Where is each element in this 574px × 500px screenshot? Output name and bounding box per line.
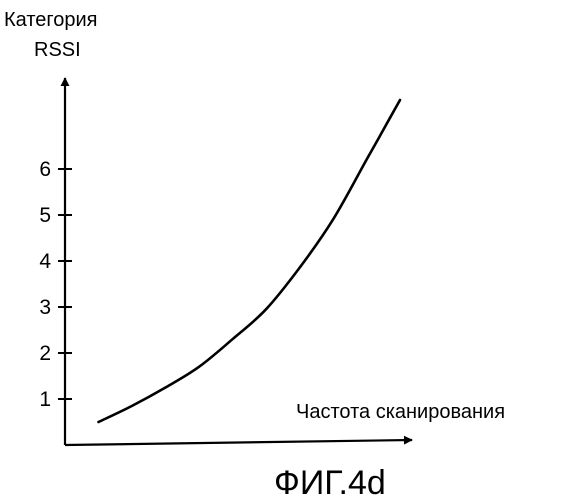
y-axis-title-line-2: RSSI bbox=[34, 39, 81, 61]
figure-caption: ФИГ.4d bbox=[274, 464, 386, 500]
y-tick-label-2: 2 bbox=[39, 342, 51, 365]
y-tick-label-3: 3 bbox=[39, 296, 51, 319]
x-axis bbox=[65, 440, 412, 445]
y-tick-label-5: 5 bbox=[39, 204, 51, 227]
y-tick-label-1: 1 bbox=[39, 388, 51, 411]
y-axis-ticks: 1 2 3 4 5 6 bbox=[39, 158, 72, 411]
y-axis-title-line-1: Категория bbox=[4, 9, 98, 31]
x-axis-title: Частота сканирования bbox=[296, 401, 505, 423]
data-curve bbox=[99, 100, 401, 422]
y-tick-label-4: 4 bbox=[39, 250, 51, 273]
y-tick-label-6: 6 bbox=[39, 158, 51, 181]
